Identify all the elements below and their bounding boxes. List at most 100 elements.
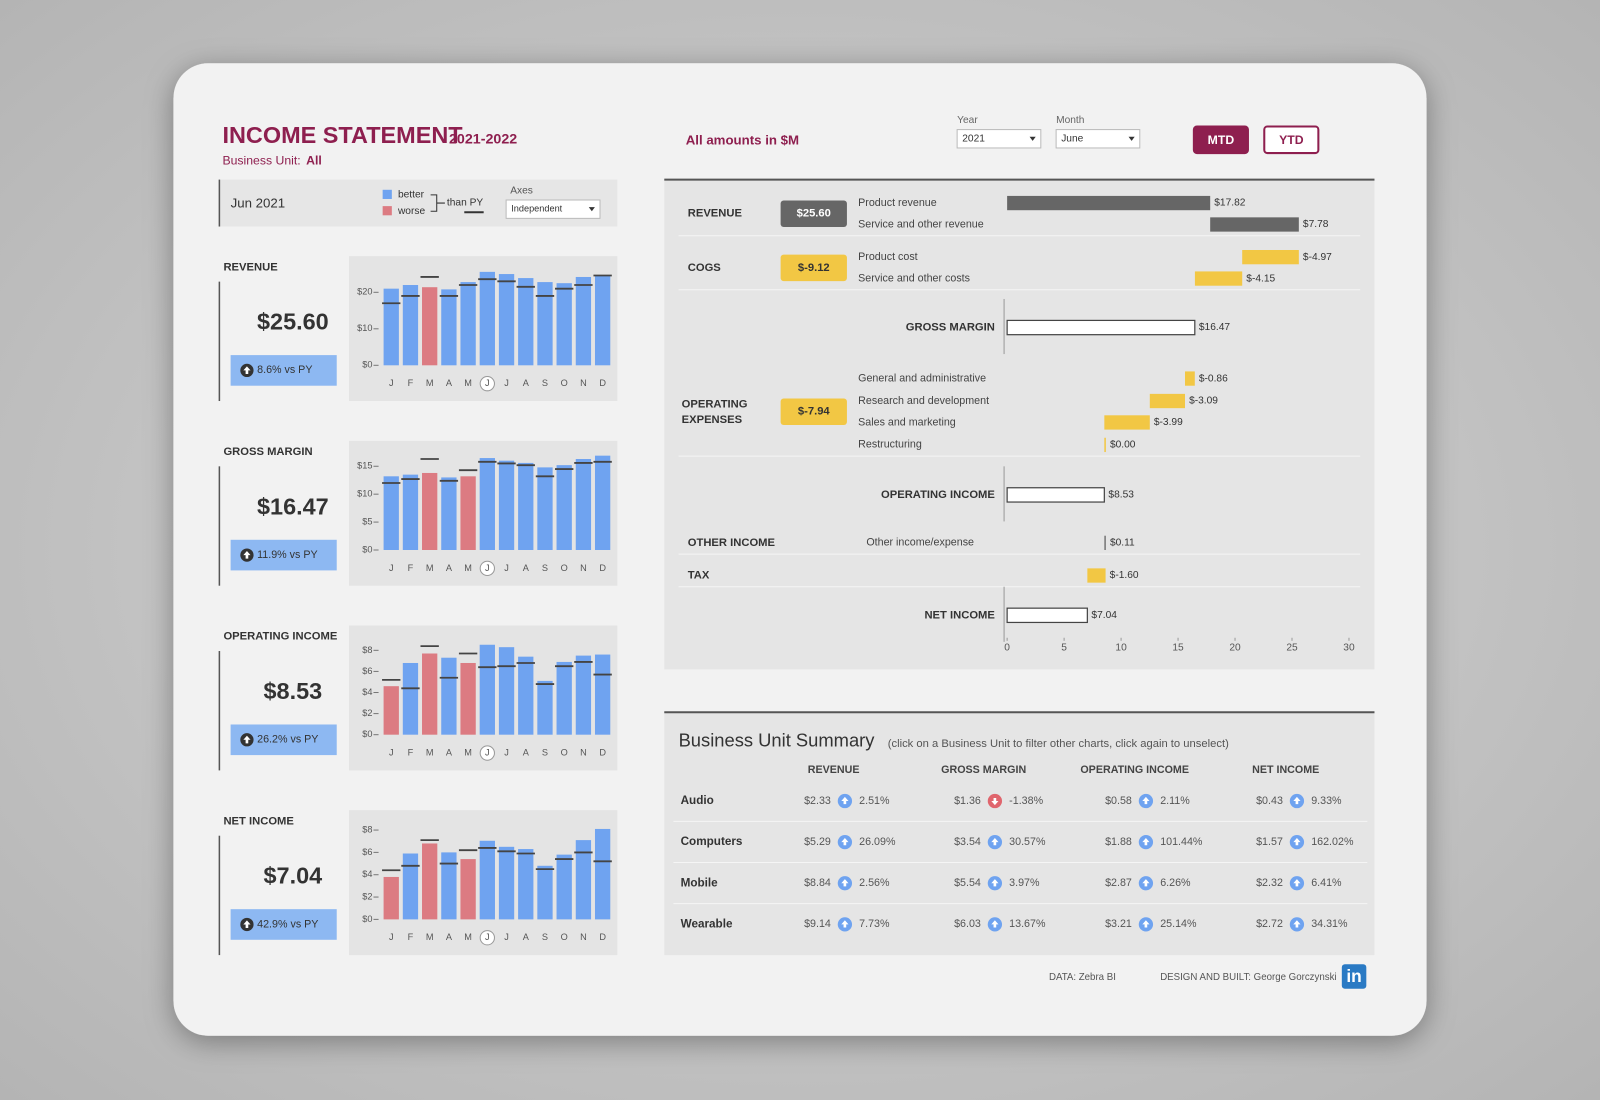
summary-title: Business Unit Summary bbox=[679, 730, 876, 751]
cell-value: $0.58 bbox=[1105, 795, 1132, 807]
axes-select[interactable] bbox=[505, 199, 601, 219]
x-tick-label: N bbox=[580, 747, 587, 757]
group-total-badge bbox=[780, 398, 847, 425]
group-total: $-9.12 bbox=[798, 262, 830, 274]
y-tick-label: $6 bbox=[362, 847, 372, 857]
axes-value: Independent bbox=[511, 204, 562, 214]
kpi-change: 26.2% vs PY bbox=[257, 734, 318, 746]
kpi-change: 8.6% vs PY bbox=[257, 364, 312, 376]
legend-bracket bbox=[430, 194, 445, 212]
kpi-value: $8.53 bbox=[264, 678, 323, 704]
group-label: TAX bbox=[688, 569, 710, 581]
kpi-arrow bbox=[243, 551, 251, 559]
cell-value: $2.87 bbox=[1105, 877, 1132, 889]
unit: All bbox=[306, 153, 322, 167]
bar bbox=[556, 854, 572, 920]
trend-arrow bbox=[991, 838, 999, 846]
x-tick-label: A bbox=[446, 747, 453, 757]
x-tick-label: J bbox=[504, 747, 509, 757]
cell-value: $3.21 bbox=[1105, 918, 1132, 930]
trend-arrow bbox=[1142, 920, 1150, 928]
y-tick-label: $8 bbox=[362, 824, 372, 834]
x-tick-label: O bbox=[561, 747, 568, 757]
waterfall-bar bbox=[1149, 393, 1186, 409]
linkedin-text: in bbox=[1346, 966, 1361, 986]
cell-change: 30.57% bbox=[1009, 836, 1046, 848]
trend-arrow bbox=[1142, 838, 1150, 846]
cell-change: 9.33% bbox=[1311, 795, 1342, 807]
bar-label: $-3.09 bbox=[1189, 396, 1218, 407]
kpi-title: NET INCOME bbox=[223, 815, 294, 827]
x-tick-label: J bbox=[485, 563, 490, 573]
bar bbox=[537, 282, 553, 366]
bar bbox=[460, 662, 476, 735]
item-label: Restructuring bbox=[858, 439, 922, 451]
cell-value: $1.57 bbox=[1256, 836, 1283, 848]
bar-label: $8.53 bbox=[1108, 490, 1134, 501]
month-label: Month bbox=[1056, 115, 1084, 126]
item-label: Service and other costs bbox=[858, 272, 970, 284]
group-total-badge bbox=[780, 254, 847, 282]
y-tick-label: $15 bbox=[357, 461, 372, 471]
bar bbox=[479, 271, 495, 366]
cell-value: $1.88 bbox=[1105, 836, 1132, 848]
waterfall-bar bbox=[1006, 607, 1088, 624]
x-tick-label: D bbox=[599, 378, 606, 388]
trend-arrow bbox=[841, 838, 849, 846]
bar bbox=[422, 653, 438, 735]
trend-arrow bbox=[1293, 879, 1301, 887]
month-select[interactable] bbox=[1055, 129, 1141, 149]
x-tick-label: N bbox=[580, 932, 587, 942]
x-tick-label: S bbox=[542, 563, 548, 573]
bar bbox=[383, 288, 399, 366]
title: INCOME STATEMENT bbox=[222, 122, 463, 148]
x-tick-label: M bbox=[426, 747, 434, 757]
selected-month bbox=[479, 930, 495, 946]
bar bbox=[402, 285, 419, 366]
cell-change: 162.02% bbox=[1311, 836, 1354, 848]
bar bbox=[479, 644, 495, 735]
years: 2021-2022 bbox=[449, 132, 517, 148]
dropdown-arrow bbox=[1029, 136, 1036, 141]
toggle-button[interactable] bbox=[1263, 125, 1320, 155]
x-tick-label: M bbox=[426, 378, 434, 388]
x-tick-label: J bbox=[504, 932, 509, 942]
bar bbox=[460, 859, 476, 920]
linkedin-icon[interactable] bbox=[1341, 964, 1367, 989]
footer-credit: DESIGN AND BUILT: George Gorczynski bbox=[1160, 972, 1336, 983]
dropdown-arrow bbox=[588, 207, 595, 212]
column-header: REVENUE bbox=[808, 764, 860, 776]
cell-change: 6.26% bbox=[1160, 877, 1191, 889]
year-select[interactable] bbox=[956, 129, 1042, 149]
kpi-change: 11.9% vs PY bbox=[257, 549, 317, 561]
x-tick-label: D bbox=[599, 932, 606, 942]
kpi-arrow bbox=[243, 735, 251, 744]
item-label: Research and development bbox=[858, 395, 989, 407]
bar-label: $17.82 bbox=[1214, 198, 1245, 209]
y-tick-label: $0 bbox=[362, 544, 372, 554]
y-tick-label: $0 bbox=[362, 360, 372, 370]
selected-month bbox=[479, 376, 495, 392]
trend-arrow bbox=[1142, 796, 1150, 805]
bar-label: $0.00 bbox=[1110, 440, 1136, 451]
cell-change: 34.31% bbox=[1311, 918, 1348, 930]
group-label: REVENUE bbox=[688, 208, 743, 220]
summary-panel bbox=[664, 712, 1375, 956]
bar bbox=[498, 846, 515, 920]
cell-change: 2.56% bbox=[859, 877, 890, 889]
kpi-title: OPERATING INCOME bbox=[223, 631, 337, 643]
bar bbox=[402, 662, 419, 735]
cell-value: $1.36 bbox=[954, 795, 981, 807]
group-label: OTHER INCOME bbox=[688, 537, 776, 549]
month-value: June bbox=[1061, 133, 1083, 144]
kpi-value: $16.47 bbox=[257, 493, 329, 519]
x-tick-label: J bbox=[504, 563, 509, 573]
total-label: GROSS MARGIN bbox=[906, 322, 995, 334]
trend-arrow bbox=[991, 920, 999, 928]
toggle-button[interactable] bbox=[1192, 125, 1249, 155]
x-tick-label: 0 bbox=[1004, 643, 1010, 654]
selected-month bbox=[479, 560, 495, 577]
x-tick-label: 5 bbox=[1061, 643, 1067, 654]
